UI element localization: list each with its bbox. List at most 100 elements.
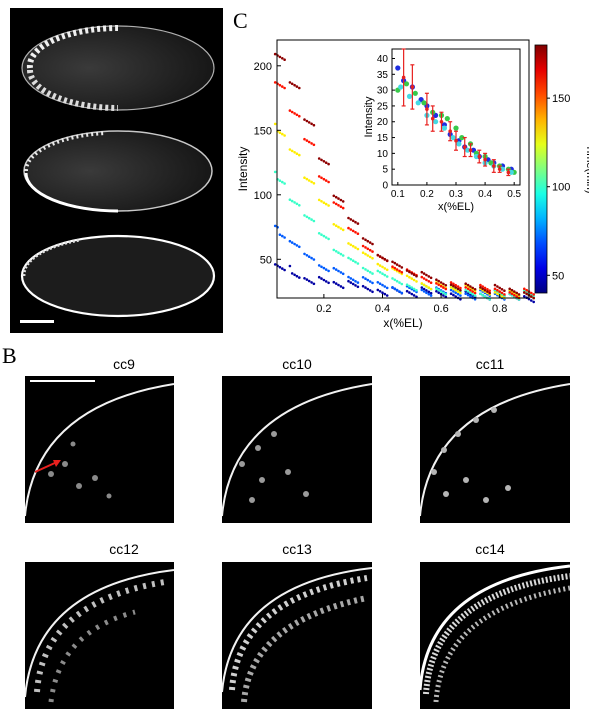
error-bar-mean xyxy=(425,107,429,111)
data-point xyxy=(393,287,397,291)
stage-label-cc12: cc12 xyxy=(109,541,139,557)
data-point xyxy=(320,176,323,180)
data-point xyxy=(429,276,433,280)
data-point xyxy=(400,266,404,269)
data-point xyxy=(332,223,336,226)
data-point xyxy=(381,265,384,269)
data-point xyxy=(493,283,497,287)
data-point xyxy=(378,271,382,274)
inset-y-tick-label: 25 xyxy=(377,101,389,112)
error-bar-mean xyxy=(492,164,496,168)
data-point xyxy=(347,275,350,279)
data-point xyxy=(449,286,453,289)
panel-label-b: B xyxy=(2,343,17,368)
data-point xyxy=(383,273,387,277)
inset-data-point xyxy=(395,65,401,71)
x-tick-label: 0.4 xyxy=(375,303,390,315)
data-point xyxy=(339,198,343,202)
data-point xyxy=(378,255,382,258)
data-point xyxy=(412,278,416,282)
data-point xyxy=(469,285,472,288)
data-point xyxy=(310,281,313,284)
data-point xyxy=(420,275,424,279)
data-point xyxy=(312,182,316,185)
data-point xyxy=(307,279,311,283)
error-bar-mean xyxy=(462,145,467,149)
data-point xyxy=(391,277,394,280)
data-point xyxy=(469,288,472,292)
series-t160 xyxy=(273,81,535,300)
data-point xyxy=(288,109,292,112)
data-point xyxy=(449,283,453,287)
data-point xyxy=(303,277,306,280)
data-point xyxy=(356,222,360,225)
data-point xyxy=(322,234,326,238)
data-point xyxy=(454,288,457,292)
data-point xyxy=(341,200,345,203)
data-point xyxy=(366,269,370,273)
data-point xyxy=(298,153,301,157)
data-point xyxy=(483,295,487,298)
data-point xyxy=(515,291,518,295)
y-tick-label: 200 xyxy=(254,61,272,73)
data-point xyxy=(298,276,301,279)
data-point xyxy=(273,263,277,266)
data-point xyxy=(303,214,306,217)
data-point xyxy=(324,268,328,271)
data-point xyxy=(317,175,321,178)
data-point xyxy=(356,247,360,251)
inset-series-2 xyxy=(398,84,514,175)
data-point xyxy=(466,287,470,291)
data-point xyxy=(415,295,418,299)
data-point xyxy=(371,242,374,246)
data-point xyxy=(293,201,296,204)
data-point xyxy=(368,270,372,274)
data-point xyxy=(481,285,484,288)
data-point xyxy=(320,277,323,280)
data-point xyxy=(320,233,323,236)
error-bar-mean xyxy=(454,138,458,143)
data-point xyxy=(469,291,472,295)
data-point xyxy=(295,244,299,247)
error-bar-mean xyxy=(497,167,502,171)
data-point xyxy=(483,286,487,290)
data-point xyxy=(532,296,535,300)
data-point xyxy=(281,180,284,184)
data-point xyxy=(420,282,424,285)
data-point xyxy=(290,149,294,153)
data-point xyxy=(322,201,326,204)
error-bar-mean xyxy=(410,85,415,89)
data-point xyxy=(337,197,340,200)
colorbar-label: Time(min) xyxy=(584,144,589,193)
data-point xyxy=(400,291,404,295)
stage-label-cc10: cc10 xyxy=(282,356,312,372)
data-point xyxy=(337,204,340,207)
inset-data-point xyxy=(406,93,413,99)
data-point xyxy=(341,206,345,210)
error-bar-mean xyxy=(448,129,452,134)
data-point xyxy=(456,287,460,291)
data-point xyxy=(361,244,365,248)
data-point xyxy=(356,285,360,289)
data-point xyxy=(368,248,372,252)
data-point xyxy=(523,291,526,294)
error-bar-mean xyxy=(401,75,406,80)
data-point xyxy=(500,295,504,298)
data-point xyxy=(425,278,428,282)
data-point xyxy=(341,228,345,232)
data-point xyxy=(273,224,277,228)
data-point xyxy=(517,293,521,296)
data-point xyxy=(500,288,504,291)
data-point xyxy=(459,286,462,290)
data-point xyxy=(305,254,309,257)
data-point xyxy=(523,295,526,298)
data-point xyxy=(459,291,462,295)
data-point xyxy=(437,283,440,287)
data-point xyxy=(385,286,389,290)
data-point xyxy=(393,261,397,265)
data-point xyxy=(295,202,299,206)
data-point xyxy=(437,279,440,283)
data-point xyxy=(371,272,374,275)
data-point xyxy=(530,291,533,295)
data-point xyxy=(324,161,328,164)
